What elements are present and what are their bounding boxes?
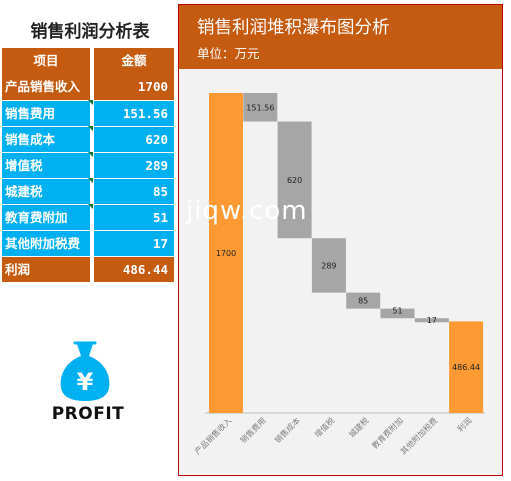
row-label: 利润 (2, 256, 90, 282)
table-title: 销售利润分析表 (30, 22, 150, 42)
row-label: 教育费附加 (2, 204, 90, 230)
column-header-item: 项目 (2, 48, 90, 74)
data-label: 1700 (216, 249, 236, 258)
row-value: 620 (94, 126, 174, 152)
waterfall-bar (414, 318, 449, 323)
row-value: 17 (94, 230, 174, 256)
x-tick-label: 利润 (455, 415, 473, 433)
table-row: 销售成本 620 (2, 126, 174, 152)
cell-flag-icon (88, 100, 93, 105)
x-tick-label: 销售成本 (272, 415, 302, 445)
watermark-text: jiqw.com (186, 196, 308, 226)
cell-flag-icon (88, 178, 93, 183)
column-header-amount: 金额 (94, 48, 174, 74)
row-label: 产品销售收入 (2, 74, 90, 100)
x-tick-label: 销售费用 (238, 415, 268, 445)
table-row: 教育费附加 51 (2, 204, 174, 230)
row-label: 增值税 (2, 152, 90, 178)
row-value: 289 (94, 152, 174, 178)
row-value: 85 (94, 178, 174, 204)
cell-flag-icon (88, 152, 93, 157)
table-row: 利润 486.44 (2, 256, 174, 282)
waterfall-bar (449, 321, 484, 413)
yen-symbol: ¥ (77, 368, 94, 396)
x-tick-label: 增值税 (312, 415, 336, 439)
chart-header: 销售利润堆积瀑布图分析 单位：万元 (179, 5, 502, 69)
table-row: 销售费用 151.56 (2, 100, 174, 126)
row-label: 城建税 (2, 178, 90, 204)
chart-subtitle: 单位：万元 (197, 46, 260, 61)
waterfall-bar (346, 292, 381, 309)
waterfall-bar (243, 93, 278, 122)
row-label: 其他附加税费 (2, 230, 90, 256)
table-header-row: 项目 金额 (2, 48, 174, 74)
data-label: 486.44 (452, 363, 480, 372)
x-tick-label: 城建税 (347, 415, 371, 439)
waterfall-chart: 1700 产品销售收入 151.56 销售费用 620 销售成本 289 增值税 85 城建税 51… (192, 93, 486, 456)
table-row: 城建税 85 (2, 178, 174, 204)
chart-title: 销售利润堆积瀑布图分析 (197, 18, 390, 38)
row-value: 51 (94, 204, 174, 230)
money-bag-icon: ¥ (60, 341, 110, 401)
waterfall-bar (380, 308, 415, 319)
waterfall-bar (277, 121, 312, 239)
x-tick-label: 其他附加税费 (398, 415, 439, 456)
data-label: 17 (427, 316, 437, 325)
data-label: 289 (321, 261, 336, 270)
table-row: 其他附加税费 17 (2, 230, 174, 256)
data-label: 51 (392, 307, 402, 316)
table-row: 产品销售收入 1700 (2, 74, 174, 100)
row-value: 1700 (94, 74, 174, 100)
cell-flag-icon (88, 126, 93, 131)
profit-label: PROFIT (51, 404, 125, 424)
table-row: 增值税 289 (2, 152, 174, 178)
data-label: 151.56 (246, 103, 274, 112)
row-label: 销售费用 (2, 100, 90, 126)
waterfall-bar (311, 238, 346, 293)
x-tick-label: 产品销售收入 (192, 415, 233, 456)
row-value: 486.44 (94, 256, 174, 282)
data-label: 85 (358, 297, 368, 306)
row-label: 销售成本 (2, 126, 90, 152)
cell-flag-icon (88, 204, 93, 209)
row-value: 151.56 (94, 100, 174, 126)
data-label: 620 (287, 176, 302, 185)
x-tick-label: 教育费附加 (370, 415, 405, 450)
waterfall-bar (209, 93, 243, 413)
